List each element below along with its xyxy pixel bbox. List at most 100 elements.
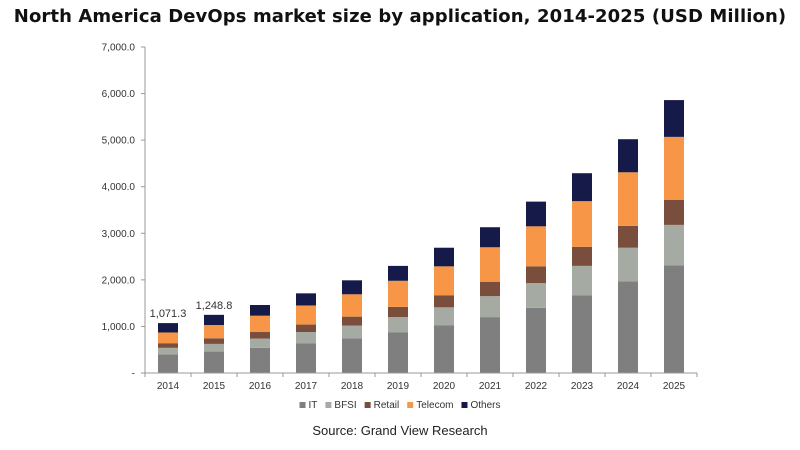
data-label: 1,071.3	[150, 308, 187, 320]
bar-segment-bfsi	[342, 325, 362, 339]
x-tick-label: 2019	[387, 381, 410, 392]
legend-label: Telecom	[416, 400, 453, 411]
bar-segment-telecom	[572, 201, 592, 247]
bar-segment-retail	[526, 266, 546, 284]
y-tick-label: 3,000.0	[102, 229, 136, 240]
bar-segment-bfsi	[204, 343, 224, 352]
bar-segment-telecom	[250, 315, 270, 333]
chart-source: Source: Grand View Research	[312, 423, 488, 438]
y-tick-label: 4,000.0	[102, 182, 136, 193]
y-tick-label: 5,000.0	[102, 136, 136, 147]
data-label: 1,248.8	[196, 300, 233, 312]
bar-segment-bfsi	[664, 224, 684, 266]
bar-segment-retail	[388, 306, 408, 318]
bar-segment-bfsi	[388, 317, 408, 333]
y-tick-label: -	[132, 369, 135, 380]
bar-segment-it	[480, 317, 500, 373]
bar-segment-others	[204, 314, 224, 326]
x-tick-label: 2025	[663, 381, 686, 392]
bar-segment-telecom	[158, 332, 178, 344]
x-tick-label: 2018	[341, 381, 364, 392]
legend-label: Retail	[374, 400, 400, 411]
bar-segment-others	[388, 265, 408, 281]
legend-swatch	[407, 402, 414, 408]
y-axis: - 1,000.0 2,000.0 3,000.0 4,000.0 5,000.0 6,00…	[102, 43, 146, 380]
bar-segment-telecom	[480, 247, 500, 282]
chart-title: North America DevOps market size by appl…	[13, 6, 787, 27]
legend-swatch	[325, 402, 332, 408]
legend-swatch	[461, 402, 468, 408]
bar-segment-others	[434, 247, 454, 267]
bar-segment-retail	[480, 281, 500, 297]
bar-segment-it	[526, 307, 546, 373]
bar-segment-others	[618, 139, 638, 173]
bar-segment-it	[250, 347, 270, 373]
bar-segment-telecom	[342, 294, 362, 317]
bar-segment-others	[342, 280, 362, 295]
x-tick-label: 2021	[479, 381, 502, 392]
bar-segment-retail	[204, 338, 224, 344]
y-tick-label: 6,000.0	[102, 89, 136, 100]
bar-segment-retail	[250, 332, 270, 339]
x-axis: 2014 2015 2016 2017 2018 2019 2020 2021 2022 2023…	[144, 372, 698, 392]
y-tick-label: 7,000.0	[102, 43, 136, 54]
bar-segment-retail	[158, 343, 178, 348]
bar-segment-it	[158, 354, 178, 373]
bar-segment-it	[296, 343, 316, 373]
legend-label: Others	[470, 400, 500, 411]
bar-segment-it	[618, 281, 638, 373]
bar-segment-bfsi	[572, 265, 592, 296]
x-tick-label: 2016	[249, 381, 272, 392]
bar-segment-others	[250, 305, 270, 316]
bar-segment-telecom	[388, 280, 408, 307]
bar-segment-bfsi	[618, 247, 638, 282]
bar-segment-telecom	[204, 325, 224, 339]
bar-segment-telecom	[618, 172, 638, 226]
bar-segment-telecom	[526, 226, 546, 267]
legend-item-it: IT	[299, 400, 318, 411]
legend-swatch	[299, 402, 306, 408]
bar-segment-it	[664, 265, 684, 373]
legend-label: IT	[309, 400, 318, 411]
bar-segment-others	[480, 227, 500, 248]
bar-segment-retail	[434, 295, 454, 308]
legend-item-retail: Retail	[364, 400, 400, 411]
data-labels: 1,071.3 1,248.8	[150, 300, 233, 320]
bar-segment-it	[342, 338, 362, 373]
bar-segment-bfsi	[296, 332, 316, 344]
bar-segment-others	[526, 201, 546, 227]
legend-item-telecom: Telecom	[407, 400, 453, 411]
chart-legend: IT BFSI Retail Telecom Others	[299, 400, 500, 411]
bar-segment-others	[296, 293, 316, 306]
bar-segment-bfsi	[158, 347, 178, 355]
bar-segment-telecom	[664, 136, 684, 200]
bar-segment-retail	[572, 246, 592, 266]
bar-segment-it	[388, 332, 408, 373]
legend-item-bfsi: BFSI	[325, 400, 357, 411]
y-tick-label: 1,000.0	[102, 322, 136, 333]
x-tick-label: 2023	[571, 381, 594, 392]
bar-segment-telecom	[434, 266, 454, 296]
legend-item-others: Others	[461, 400, 500, 411]
bar-segment-others	[664, 100, 684, 137]
x-tick-label: 2024	[617, 381, 640, 392]
bar-segment-bfsi	[480, 296, 500, 318]
x-tick-label: 2022	[525, 381, 548, 392]
bar-segment-retail	[664, 199, 684, 225]
x-tick-label: 2020	[433, 381, 456, 392]
bar-segment-it	[204, 351, 224, 373]
bar-segment-it	[572, 295, 592, 373]
legend-swatch	[364, 402, 371, 408]
bar-segment-bfsi	[526, 283, 546, 308]
bar-segment-bfsi	[434, 307, 454, 326]
x-tick-label: 2015	[203, 381, 226, 392]
x-tick-label: 2014	[157, 381, 180, 392]
bar-segment-others	[158, 323, 178, 333]
legend-label: BFSI	[334, 400, 356, 411]
bar-segment-retail	[618, 225, 638, 248]
bars-group	[158, 100, 684, 373]
bar-segment-telecom	[296, 305, 316, 325]
bar-segment-retail	[296, 324, 316, 333]
bar-segment-retail	[342, 316, 362, 326]
